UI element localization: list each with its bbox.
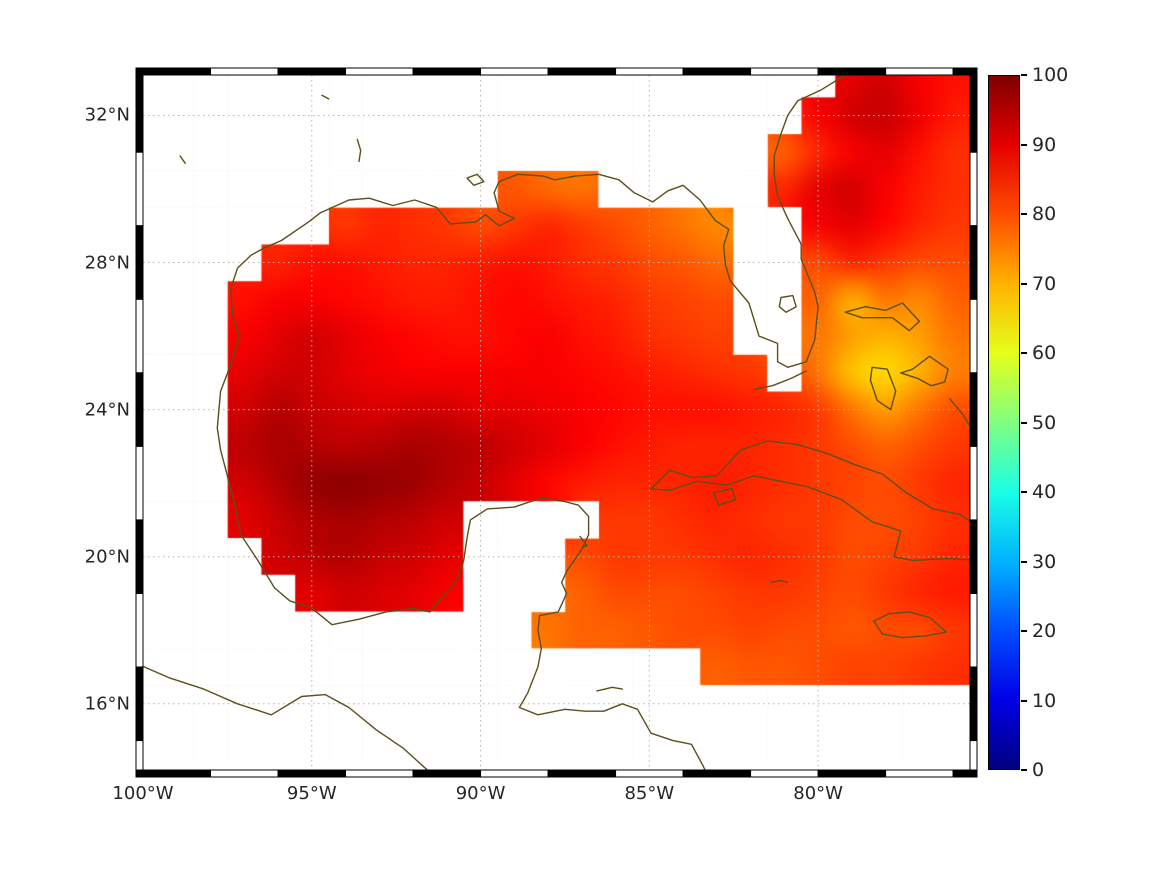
colorbar-tick-mark	[1021, 74, 1027, 76]
colorbar-tick-label: 100	[1032, 64, 1069, 86]
colorbar-tick-label: 50	[1032, 411, 1057, 434]
colorbar-tick-label: 80	[1032, 203, 1057, 225]
colorbar-tick-label: 20	[1032, 620, 1057, 642]
y-tick-label: 20°N	[84, 546, 130, 568]
x-tick-label: 80°W	[793, 783, 843, 804]
colorbar-tick-mark	[1021, 421, 1027, 424]
colorbar-gradient	[988, 75, 1020, 770]
colorbar-tick-mark	[1021, 560, 1027, 563]
y-tick-label: 16°N	[84, 693, 130, 715]
colorbar-tick-mark	[1021, 352, 1027, 354]
x-tick-label: 95°W	[286, 783, 337, 804]
map-heatmap	[143, 75, 970, 770]
x-tick-label: 90°W	[455, 783, 506, 804]
colorbar-tick-label: 90	[1032, 133, 1057, 156]
colorbar-tick-mark	[1021, 213, 1027, 215]
colorbar-tick-mark	[1021, 769, 1027, 771]
colorbar-tick-label: 0	[1032, 759, 1045, 781]
colorbar-tick-label: 40	[1032, 481, 1057, 503]
colorbar-tick-label: 30	[1032, 550, 1057, 573]
colorbar-tick-mark	[1021, 491, 1027, 493]
colorbar-tick-label: 70	[1032, 272, 1057, 295]
colorbar-tick-label: 10	[1032, 689, 1057, 712]
x-tick-label: 100°W	[112, 783, 174, 804]
colorbar-tick-label: 60	[1032, 342, 1057, 364]
y-tick-label: 32°N	[84, 104, 130, 126]
x-tick-label: 85°W	[624, 783, 675, 804]
colorbar-tick-mark	[1021, 699, 1027, 702]
colorbar-tick-mark	[1021, 282, 1027, 285]
y-tick-label: 28°N	[84, 252, 130, 274]
y-tick-label: 24°N	[84, 399, 130, 421]
colorbar-tick-mark	[1021, 630, 1027, 632]
colorbar-tick-mark	[1021, 143, 1027, 146]
